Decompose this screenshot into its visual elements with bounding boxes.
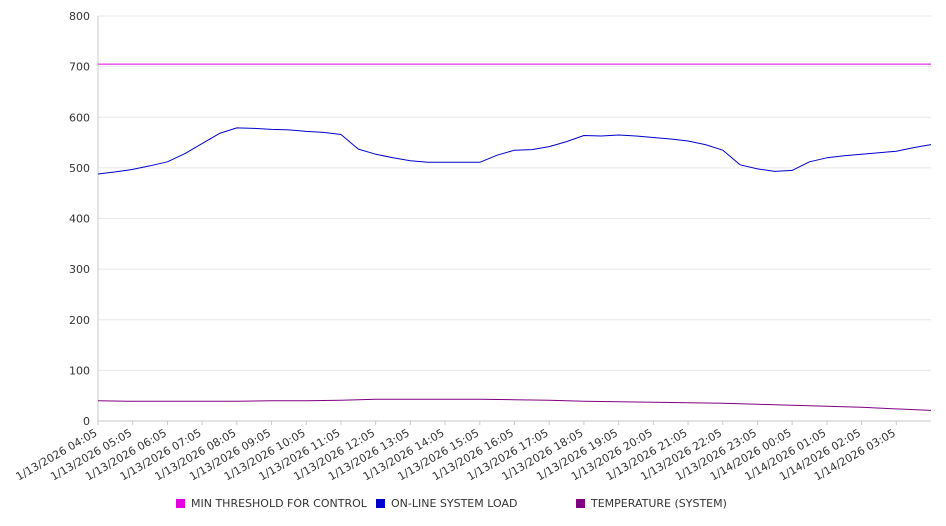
legend-item-min-threshold[interactable]: MIN THRESHOLD FOR CONTROL: [176, 497, 367, 510]
y-tick-label: 700: [69, 61, 90, 74]
y-tick-label: 100: [69, 364, 90, 377]
legend-swatch-min-threshold: [176, 499, 185, 508]
y-tick-label: 500: [69, 162, 90, 175]
series-lines: [97, 63, 932, 411]
y-axis-ticks: 0 100 200 300 400 500 600 700 800: [69, 10, 90, 428]
legend-item-system-load[interactable]: ON-LINE SYSTEM LOAD: [376, 497, 517, 510]
legend-item-temperature[interactable]: TEMPERATURE (SYSTEM): [576, 497, 727, 510]
y-tick-label: 300: [69, 263, 90, 276]
legend-label-system-load: ON-LINE SYSTEM LOAD: [391, 497, 518, 510]
legend-label-min-threshold: MIN THRESHOLD FOR CONTROL: [191, 497, 367, 510]
series-line-system-load: [97, 127, 932, 175]
y-tick-label: 400: [69, 213, 90, 226]
y-tick-label: 0: [83, 415, 90, 428]
series-line-temperature: [97, 398, 932, 411]
legend: MIN THRESHOLD FOR CONTROL ON-LINE SYSTEM…: [0, 497, 946, 515]
y-tick-label: 200: [69, 314, 90, 327]
y-tick-label: 800: [69, 10, 90, 23]
y-tick-label: 600: [69, 111, 90, 124]
legend-label-temperature: TEMPERATURE (SYSTEM): [591, 497, 727, 510]
legend-swatch-temperature: [576, 499, 585, 508]
legend-swatch-system-load: [376, 499, 385, 508]
x-axis-ticks: 1/13/2026 04:051/13/2026 05:051/13/2026 …: [14, 421, 898, 483]
gridlines: [98, 15, 931, 371]
